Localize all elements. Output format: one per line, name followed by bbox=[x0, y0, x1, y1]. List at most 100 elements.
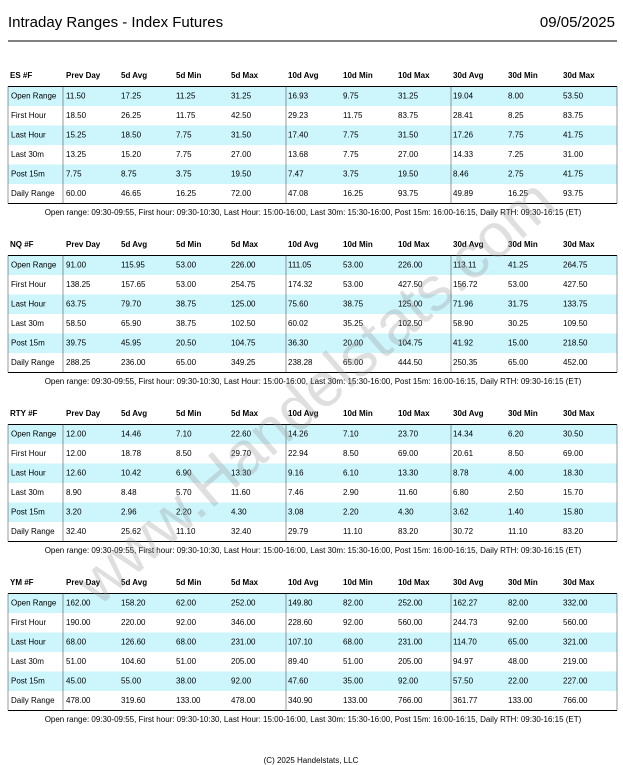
cell: 17.26 bbox=[453, 130, 474, 139]
cell: 8.48 bbox=[121, 488, 137, 497]
row-band bbox=[8, 125, 617, 145]
cell: 14.34 bbox=[453, 429, 474, 438]
cell: 71.96 bbox=[453, 299, 474, 308]
column-header: 10d Max bbox=[398, 578, 430, 587]
column-header: 30d Avg bbox=[453, 578, 484, 587]
cell: 16.25 bbox=[343, 189, 364, 198]
cell: 38.00 bbox=[176, 676, 197, 685]
cell: 38.75 bbox=[343, 299, 364, 308]
cell: 28.41 bbox=[453, 111, 474, 120]
cell: 13.30 bbox=[398, 468, 419, 477]
column-header: 10d Avg bbox=[288, 71, 319, 80]
cell: 93.75 bbox=[398, 189, 419, 198]
cell: 41.92 bbox=[453, 338, 474, 347]
cell: 226.00 bbox=[231, 260, 256, 269]
column-header: 5d Max bbox=[231, 240, 259, 249]
cell: 9.16 bbox=[288, 468, 304, 477]
cell: 25.62 bbox=[121, 527, 142, 536]
cell: 29.23 bbox=[288, 111, 309, 120]
cell: 57.50 bbox=[453, 676, 474, 685]
cell: 125.00 bbox=[231, 299, 256, 308]
cell: 2.90 bbox=[343, 488, 359, 497]
cell: 8.00 bbox=[508, 91, 524, 100]
cell: 109.50 bbox=[563, 319, 588, 328]
row-label: Open Range bbox=[11, 260, 57, 269]
cell: 82.00 bbox=[343, 598, 364, 607]
cell: 17.25 bbox=[121, 91, 142, 100]
column-header: 30d Max bbox=[563, 71, 595, 80]
cell: 27.00 bbox=[398, 150, 419, 159]
column-header: ES #F bbox=[10, 71, 32, 80]
row-label: Last Hour bbox=[11, 637, 46, 646]
cell: 36.30 bbox=[288, 338, 309, 347]
cell: 72.00 bbox=[231, 189, 252, 198]
cell: 19.50 bbox=[231, 169, 252, 178]
cell: 114.70 bbox=[453, 637, 477, 646]
cell: 226.00 bbox=[398, 260, 423, 269]
cell: 68.00 bbox=[176, 637, 197, 646]
cell: 3.62 bbox=[453, 507, 469, 516]
cell: 35.00 bbox=[343, 676, 364, 685]
cell: 478.00 bbox=[66, 696, 91, 705]
cell: 478.00 bbox=[231, 696, 256, 705]
cell: 58.50 bbox=[66, 319, 87, 328]
cell: 68.00 bbox=[343, 637, 364, 646]
cell: 15.80 bbox=[563, 507, 584, 516]
cell: 11.75 bbox=[176, 111, 196, 120]
cell: 13.25 bbox=[66, 150, 87, 159]
cell: 17.40 bbox=[288, 130, 309, 139]
row-label: First Hour bbox=[11, 280, 46, 289]
cell: 7.47 bbox=[288, 169, 304, 178]
cell: 65.00 bbox=[508, 637, 529, 646]
cell: 238.28 bbox=[288, 358, 313, 367]
cell: 35.25 bbox=[343, 319, 364, 328]
row-label: Open Range bbox=[11, 598, 57, 607]
cell: 18.78 bbox=[121, 449, 142, 458]
cell: 138.25 bbox=[66, 280, 91, 289]
cell: 92.00 bbox=[398, 676, 419, 685]
column-header: 10d Min bbox=[343, 409, 373, 418]
cell: 65.00 bbox=[343, 358, 364, 367]
cell: 111.05 bbox=[288, 260, 312, 269]
cell: 133.00 bbox=[508, 696, 533, 705]
cell: 4.30 bbox=[398, 507, 414, 516]
row-band bbox=[8, 632, 617, 652]
cell: 346.00 bbox=[231, 618, 256, 627]
cell: 10.42 bbox=[121, 468, 142, 477]
note: Open range: 09:30-09:55, First hour: 09:… bbox=[45, 546, 582, 555]
row-label: First Hour bbox=[11, 618, 46, 627]
cell: 16.25 bbox=[176, 189, 197, 198]
row-label: Open Range bbox=[11, 429, 57, 438]
column-header: 5d Min bbox=[176, 71, 201, 80]
cell: 11.10 bbox=[343, 527, 363, 536]
cell: 20.50 bbox=[176, 338, 197, 347]
cell: 6.90 bbox=[176, 468, 192, 477]
cell: 51.00 bbox=[66, 657, 87, 666]
cell: 174.32 bbox=[288, 280, 313, 289]
cell: 250.35 bbox=[453, 358, 478, 367]
cell: 7.75 bbox=[66, 169, 82, 178]
cell: 7.75 bbox=[343, 150, 359, 159]
cell: 38.75 bbox=[176, 299, 197, 308]
row-band bbox=[8, 424, 617, 444]
cell: 31.00 bbox=[563, 150, 584, 159]
cell: 252.00 bbox=[398, 598, 423, 607]
cell: 3.08 bbox=[288, 507, 304, 516]
cell: 321.00 bbox=[563, 637, 588, 646]
cell: 42.50 bbox=[231, 111, 252, 120]
row-label: Last 30m bbox=[11, 657, 44, 666]
cell: 65.90 bbox=[121, 319, 142, 328]
cell: 53.00 bbox=[176, 260, 197, 269]
cell: 7.10 bbox=[176, 429, 192, 438]
cell: 427.50 bbox=[563, 280, 588, 289]
cell: 102.50 bbox=[231, 319, 256, 328]
column-header: 30d Max bbox=[563, 240, 595, 249]
cell: 8.50 bbox=[508, 449, 524, 458]
column-header: 30d Min bbox=[508, 578, 538, 587]
cell: 83.75 bbox=[398, 111, 419, 120]
column-header: Prev Day bbox=[66, 409, 101, 418]
cell: 13.68 bbox=[288, 150, 309, 159]
cell: 162.27 bbox=[453, 598, 478, 607]
cell: 2.50 bbox=[508, 488, 524, 497]
column-header: 5d Avg bbox=[121, 409, 147, 418]
